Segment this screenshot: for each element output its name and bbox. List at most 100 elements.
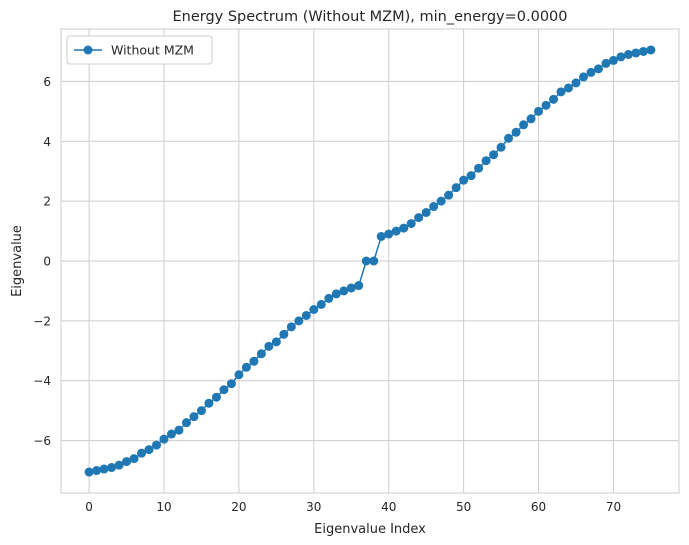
data-point <box>279 329 289 339</box>
data-point <box>638 46 648 56</box>
x-tick-label: 70 <box>606 500 621 514</box>
data-point <box>376 231 386 241</box>
data-point <box>421 208 431 218</box>
x-tick-labels: 0 10 20 30 40 50 60 70 <box>85 500 621 514</box>
data-point <box>152 440 162 450</box>
data-point <box>234 370 244 380</box>
data-point <box>571 78 581 88</box>
y-tick-label: −4 <box>33 374 51 388</box>
y-tick-label: −6 <box>33 434 51 448</box>
data-point <box>361 256 371 266</box>
plot-border <box>60 28 680 494</box>
data-point <box>309 304 319 314</box>
data-point <box>549 94 559 104</box>
data-point <box>489 150 499 160</box>
data-point <box>578 72 588 82</box>
data-point <box>316 299 326 309</box>
data-point <box>181 418 191 428</box>
data-point <box>369 256 379 266</box>
data-point <box>608 55 618 65</box>
data-point <box>211 392 221 402</box>
data-point <box>616 52 626 62</box>
data-point <box>286 322 296 332</box>
data-point <box>541 100 551 110</box>
x-tick-label: 50 <box>456 500 471 514</box>
data-point <box>504 133 514 143</box>
data-point <box>114 460 124 470</box>
x-tick-label: 0 <box>85 500 93 514</box>
data-point <box>429 202 439 212</box>
data-point <box>564 83 574 93</box>
data-point <box>593 64 603 74</box>
data-point <box>219 385 229 395</box>
data-point <box>271 337 281 347</box>
data-point <box>137 448 147 458</box>
x-tick-label: 20 <box>231 500 246 514</box>
data-point <box>623 49 633 59</box>
data-point <box>166 429 176 439</box>
data-point <box>436 196 446 206</box>
data-point <box>339 286 349 296</box>
y-tick-label: 4 <box>43 135 51 149</box>
y-tick-labels: −6 −4 −2 0 2 4 6 <box>33 75 51 448</box>
data-point <box>204 398 214 408</box>
x-tick-label: 60 <box>531 500 546 514</box>
legend: Without MZM <box>66 35 213 65</box>
x-tick-label: 30 <box>306 500 321 514</box>
chart-title: Energy Spectrum (Without MZM), min_energ… <box>172 9 567 25</box>
legend-label: Without MZM <box>111 43 194 58</box>
data-point <box>92 466 102 476</box>
legend-box <box>66 35 213 65</box>
y-tick-label: −2 <box>33 314 51 328</box>
data-point <box>466 171 476 181</box>
data-point <box>294 316 304 326</box>
x-tick-label: 40 <box>381 500 396 514</box>
data-point <box>331 289 341 299</box>
data-point <box>256 349 266 359</box>
x-axis-label: Eigenvalue Index <box>314 522 426 537</box>
data-point <box>496 142 506 152</box>
data-point <box>519 120 529 130</box>
data-point <box>601 58 611 68</box>
data-point <box>196 406 206 416</box>
data-point <box>586 67 596 77</box>
data-point <box>444 190 454 200</box>
data-point <box>107 463 117 473</box>
y-axis-label: Eigenvalue <box>10 225 25 297</box>
data-point <box>241 362 251 372</box>
data-point <box>459 175 469 185</box>
y-tick-label: 0 <box>43 255 51 269</box>
data-point <box>556 87 566 97</box>
data-point <box>474 163 484 173</box>
data-point <box>129 454 139 464</box>
data-point <box>646 45 656 55</box>
y-tick-label: 6 <box>43 75 51 89</box>
x-tick-label: 10 <box>156 500 171 514</box>
data-point <box>406 219 416 229</box>
data-point <box>481 156 491 166</box>
data-point <box>354 281 364 291</box>
data-point <box>511 127 521 137</box>
data-point <box>174 425 184 435</box>
data-point <box>84 467 94 477</box>
data-point <box>346 283 356 293</box>
data-point <box>384 229 394 239</box>
data-point <box>414 213 424 223</box>
data-point <box>144 445 154 455</box>
data-point <box>99 464 109 474</box>
data-point <box>534 106 544 116</box>
data-point <box>451 183 461 193</box>
data-point <box>264 341 274 351</box>
data-point <box>189 412 199 422</box>
y-tick-label: 2 <box>43 195 51 209</box>
data-point <box>249 356 259 366</box>
data-point <box>391 226 401 236</box>
data-point <box>122 457 132 467</box>
data-point <box>226 379 236 389</box>
data-point <box>631 48 641 58</box>
data-point <box>399 223 409 233</box>
data-point <box>159 434 169 444</box>
data-point <box>324 293 334 303</box>
series-layer <box>84 45 656 477</box>
